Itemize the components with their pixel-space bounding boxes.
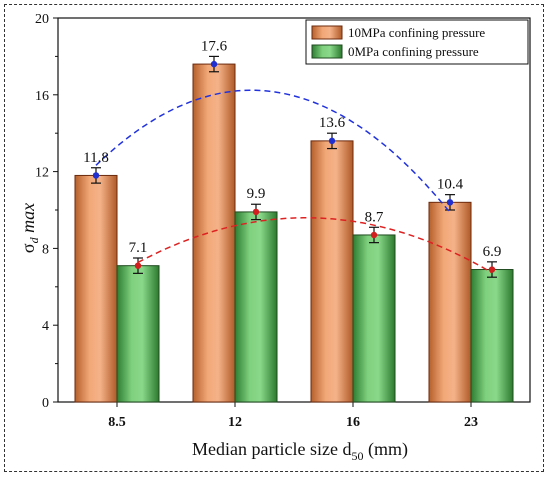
y-tick-label: 16 bbox=[35, 89, 49, 104]
bar-10mpa-16 bbox=[310, 140, 354, 403]
y-tick-label: 4 bbox=[42, 319, 49, 334]
x-tick-label: 8.5 bbox=[108, 415, 126, 430]
y-tick-label: 0 bbox=[42, 396, 49, 411]
data-point-marker bbox=[446, 199, 454, 206]
trendline-10mpa bbox=[95, 89, 451, 213]
data-point-marker bbox=[328, 137, 336, 145]
data-point-marker bbox=[370, 231, 378, 239]
data-label: 13.6 bbox=[319, 115, 346, 131]
y-axis-title: σd max bbox=[18, 203, 41, 253]
legend: 10MPa confining pressure 0MPa confining … bbox=[305, 19, 529, 65]
y-tick-label: 8 bbox=[42, 242, 49, 257]
x-tick-label: 23 bbox=[464, 415, 478, 430]
bar-0mpa-12 bbox=[234, 211, 278, 403]
data-point-marker bbox=[252, 208, 260, 216]
data-label: 11.8 bbox=[83, 150, 109, 166]
data-label: 9.9 bbox=[247, 186, 266, 202]
legend-swatch-10mpa bbox=[311, 25, 343, 40]
bar-10mpa-23 bbox=[428, 201, 472, 403]
trendlines bbox=[95, 89, 493, 274]
data-label: 10.4 bbox=[437, 177, 464, 193]
x-axis-title: Median particle size d50 (mm) bbox=[192, 439, 408, 463]
legend-swatch-0mpa bbox=[311, 44, 343, 59]
data-label: 8.7 bbox=[365, 209, 384, 225]
data-label: 6.9 bbox=[483, 244, 502, 260]
data-point-marker bbox=[92, 172, 100, 179]
data-point-marker bbox=[210, 60, 218, 68]
y-tick-label: 12 bbox=[35, 166, 49, 181]
y-tick-label: 20 bbox=[35, 12, 49, 27]
data-point-marker bbox=[488, 266, 496, 273]
legend-label-0mpa: 0MPa confining pressure bbox=[348, 44, 479, 59]
x-tick-label: 16 bbox=[346, 415, 360, 430]
data-labels: 11.8 7.1 17.6 9.9 13.6 8.7 10.4 6.9 bbox=[83, 38, 501, 259]
bar-0mpa-23 bbox=[470, 269, 514, 403]
data-label: 17.6 bbox=[201, 38, 228, 54]
figure-frame bbox=[4, 4, 544, 472]
x-axis: 8.5 12 16 23 bbox=[108, 402, 478, 430]
data-point-marker bbox=[134, 262, 142, 269]
bar-0mpa-8.5 bbox=[116, 265, 160, 403]
bar-10mpa-12 bbox=[192, 63, 236, 403]
x-tick-label: 12 bbox=[228, 415, 242, 430]
y-axis: 0 4 8 12 16 20 bbox=[35, 12, 58, 411]
trendline-0mpa bbox=[137, 217, 493, 274]
bars bbox=[74, 63, 514, 403]
markers bbox=[92, 60, 496, 273]
bar-0mpa-16 bbox=[352, 234, 396, 403]
bar-10mpa-8.5 bbox=[74, 174, 118, 403]
data-label: 7.1 bbox=[129, 240, 148, 256]
legend-label-10mpa: 10MPa confining pressure bbox=[348, 25, 485, 40]
